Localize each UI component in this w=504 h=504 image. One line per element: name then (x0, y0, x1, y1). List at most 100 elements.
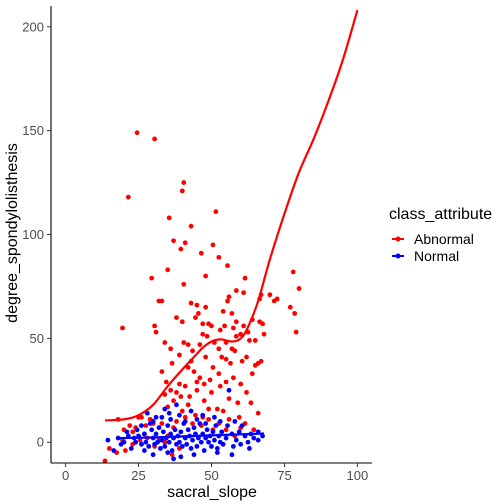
data-point-abnormal (177, 352, 182, 358)
data-point-abnormal (190, 348, 195, 354)
data-point-normal (214, 446, 220, 451)
data-point-abnormal (165, 267, 171, 273)
data-point-normal (188, 408, 194, 414)
data-point-abnormal (287, 304, 293, 310)
data-point-abnormal (190, 421, 195, 426)
data-point-abnormal (171, 238, 176, 244)
data-point-abnormal (201, 398, 207, 404)
data-point-abnormal (230, 325, 236, 331)
data-point-abnormal (223, 379, 229, 385)
data-point-abnormal (222, 323, 228, 329)
data-point-normal (214, 450, 220, 456)
data-point-normal (105, 437, 111, 443)
series-normal (105, 387, 265, 462)
data-point-abnormal (195, 311, 201, 316)
data-point-abnormal (293, 329, 299, 335)
data-point-normal (213, 423, 219, 429)
data-point-normal (230, 443, 236, 449)
data-point-abnormal (194, 387, 200, 393)
data-point-normal (165, 450, 171, 456)
data-point-abnormal (228, 360, 233, 366)
data-point-abnormal (188, 223, 194, 229)
data-point-abnormal (181, 340, 187, 345)
data-point-normal (141, 431, 147, 437)
data-point-normal (111, 448, 117, 453)
data-point-abnormal (194, 379, 200, 385)
data-point-normal (201, 448, 207, 453)
legend: class_attribute Abnormal Normal (389, 206, 492, 264)
data-point-normal (149, 427, 155, 433)
data-point-abnormal (106, 446, 112, 451)
data-point-normal (128, 446, 134, 451)
data-point-normal (172, 427, 178, 433)
data-point-abnormal (217, 327, 223, 333)
data-point-normal (179, 443, 185, 449)
data-point-abnormal (182, 414, 188, 420)
data-point-normal (206, 439, 211, 445)
y-axis: 0 50 100 150 200 (22, 6, 52, 463)
data-point-abnormal (225, 298, 230, 304)
data-point-abnormal (216, 346, 222, 352)
data-point-abnormal (185, 402, 191, 408)
y-tick-label: 200 (22, 19, 44, 34)
data-point-abnormal (152, 323, 157, 329)
data-point-abnormal (102, 458, 108, 464)
data-point-abnormal (203, 273, 209, 279)
data-point-normal (190, 437, 195, 443)
data-point-abnormal (226, 294, 232, 300)
data-point-abnormal (193, 315, 198, 320)
data-point-abnormal (178, 246, 184, 252)
data-point-normal (150, 452, 156, 458)
data-point-abnormal (123, 448, 128, 453)
data-point-abnormal (200, 321, 206, 327)
data-point-abnormal (209, 323, 214, 329)
data-point-normal (247, 446, 252, 451)
data-point-abnormal (238, 381, 244, 387)
data-point-normal (185, 427, 191, 433)
data-point-normal (239, 423, 245, 429)
data-point-normal (166, 439, 172, 445)
data-point-abnormal (181, 180, 187, 185)
legend-key-normal-dot (395, 253, 401, 259)
data-point-normal (204, 427, 210, 433)
data-point-abnormal (239, 358, 245, 364)
legend-item-normal: Normal (392, 248, 459, 264)
plot-area (102, 9, 359, 464)
data-point-abnormal (214, 406, 220, 412)
data-point-normal (153, 431, 159, 437)
data-point-abnormal (235, 400, 241, 406)
data-point-abnormal (233, 288, 239, 293)
y-axis-title: degree_spondylolisthesis (4, 143, 21, 323)
data-point-abnormal (223, 356, 229, 362)
x-axis: 0 25 50 75 100 (51, 462, 372, 483)
data-point-normal (226, 387, 232, 393)
data-point-abnormal (255, 410, 261, 416)
data-point-normal (158, 446, 163, 451)
data-point-abnormal (225, 263, 230, 269)
data-point-normal (194, 416, 200, 422)
data-point-abnormal (152, 136, 157, 142)
data-point-abnormal (166, 215, 172, 221)
fit-line-normal (118, 432, 265, 440)
data-point-normal (209, 443, 214, 449)
data-point-normal (212, 437, 217, 443)
data-point-normal (124, 429, 130, 435)
data-point-normal (236, 429, 242, 435)
data-point-normal (217, 419, 223, 424)
data-point-abnormal (130, 429, 136, 435)
data-point-abnormal (209, 389, 214, 395)
data-point-normal (162, 443, 168, 449)
data-point-normal (156, 425, 162, 431)
data-point-abnormal (198, 250, 204, 256)
data-point-abnormal (244, 354, 249, 360)
data-point-normal (225, 423, 230, 429)
data-point-normal (168, 431, 174, 437)
data-point-abnormal (236, 414, 242, 420)
data-point-normal (198, 439, 204, 445)
data-point-abnormal (206, 406, 211, 412)
data-point-normal (169, 448, 175, 453)
data-point-normal (223, 435, 229, 441)
data-point-normal (229, 452, 235, 458)
data-point-abnormal (137, 437, 143, 443)
data-point-normal (220, 441, 226, 447)
